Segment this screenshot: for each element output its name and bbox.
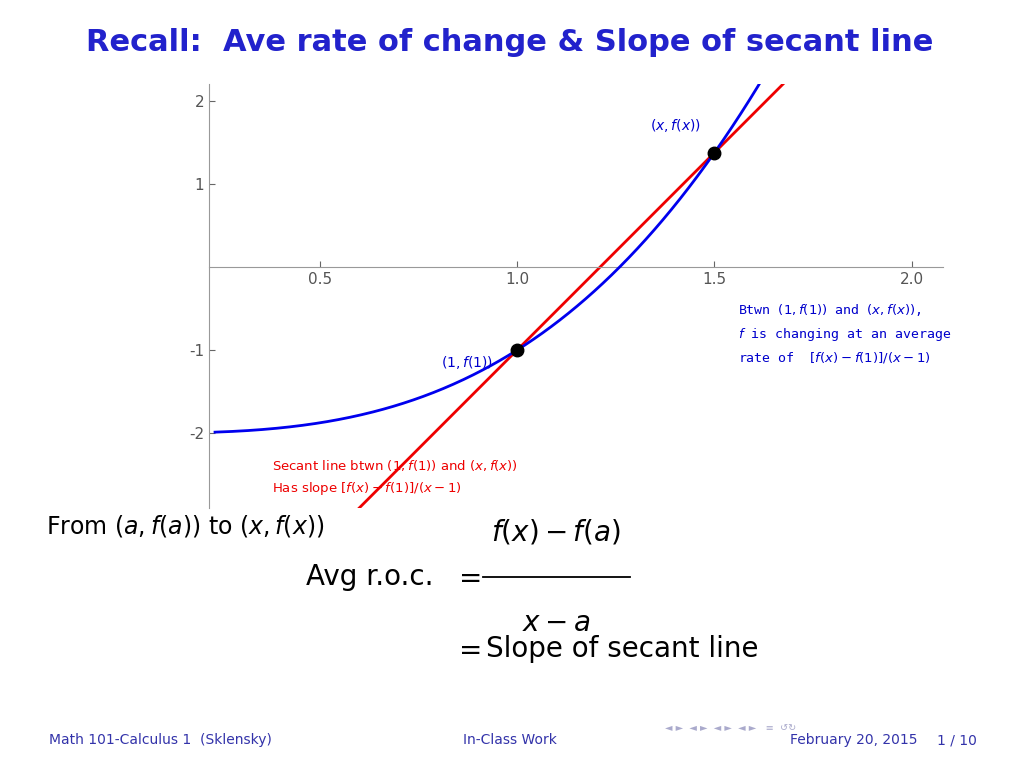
Text: Secant line btwn $(1,f(1))$ and $(x,f(x))$
Has slope $[f(x)-f(1)]/(x-1)$: Secant line btwn $(1,f(1))$ and $(x,f(x)… xyxy=(272,458,518,497)
Text: $(x,f(x))$: $(x,f(x))$ xyxy=(649,118,700,134)
Text: Recall:  Ave rate of change & Slope of secant line: Recall: Ave rate of change & Slope of se… xyxy=(87,28,932,57)
Text: $(1,f(1))$: $(1,f(1))$ xyxy=(441,354,493,371)
Text: Avg r.o.c.: Avg r.o.c. xyxy=(306,563,433,591)
Text: Math 101-Calculus 1  (Sklensky): Math 101-Calculus 1 (Sklensky) xyxy=(49,733,272,747)
Text: ◄ ►  ◄ ►  ◄ ►  ◄ ►   ≡  ↺↻: ◄ ► ◄ ► ◄ ► ◄ ► ≡ ↺↻ xyxy=(664,723,796,733)
Text: In-Class Work: In-Class Work xyxy=(463,733,556,747)
Text: $x - a$: $x - a$ xyxy=(521,609,590,637)
Text: $=$: $=$ xyxy=(452,636,481,663)
Text: February 20, 2015: February 20, 2015 xyxy=(790,733,917,747)
Text: Btwn $(1,f(1))$ and $(x,f(x))$,
$f$ is changing at an average
rate of  $[f(x)-f(: Btwn $(1,f(1))$ and $(x,f(x))$, $f$ is c… xyxy=(738,302,951,365)
Text: $f(x) - f(a)$: $f(x) - f(a)$ xyxy=(490,517,621,546)
Text: Slope of secant line: Slope of secant line xyxy=(485,636,757,663)
Text: $=$: $=$ xyxy=(452,563,481,591)
Text: 1 / 10: 1 / 10 xyxy=(936,733,976,747)
Text: From $(a, f(a))$ to $(x, f(x))$: From $(a, f(a))$ to $(x, f(x))$ xyxy=(46,513,324,539)
